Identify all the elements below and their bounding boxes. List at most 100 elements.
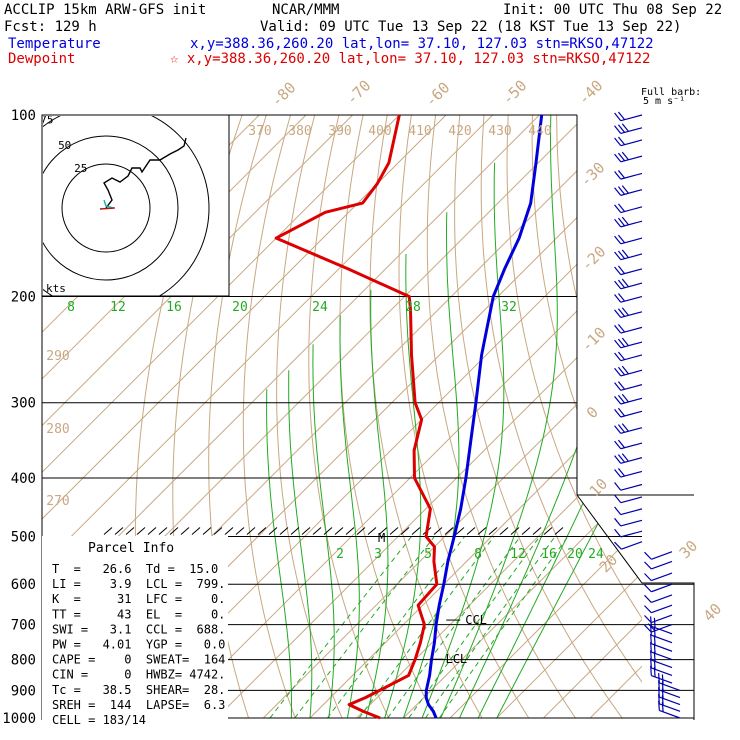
dry-adiabat-line xyxy=(454,115,623,719)
wind-barb xyxy=(644,551,673,560)
tropopause-hatch-mark xyxy=(455,527,465,535)
hodograph-ring xyxy=(43,116,210,296)
tropopause-hatch-mark xyxy=(543,527,553,535)
wind-barb-staff xyxy=(651,572,673,582)
wind-barb xyxy=(614,351,643,362)
dewpoint-profile-line xyxy=(274,115,439,720)
wind-barb xyxy=(614,323,643,334)
wind-barb-feather xyxy=(644,573,652,582)
wind-barb-feather xyxy=(621,307,629,316)
mixing-ratio-label: 16 xyxy=(166,300,182,315)
parcel-info-row: CELL = 183/14 xyxy=(52,713,146,727)
mixing-ratio-line xyxy=(294,536,435,719)
wind-barb-feather xyxy=(621,151,629,161)
hodograph-ring-label: 25 xyxy=(74,162,87,175)
tropopause-hatch-mark xyxy=(213,527,223,535)
pressure-tick-label: 1000 xyxy=(2,711,36,727)
wind-barb-feather xyxy=(644,624,652,633)
mixing-ratio-label: 5 xyxy=(424,547,432,562)
wind-barb-feather xyxy=(644,615,652,624)
tropopause-hatch-mark xyxy=(312,527,322,535)
moist-adiabat-line xyxy=(266,389,292,719)
pressure-tick-label: 700 xyxy=(11,618,36,634)
valid-time: Valid: 09 UTC Tue 13 Sep 22 (18 KST Tue … xyxy=(260,19,681,35)
wind-barb-feather xyxy=(617,152,626,162)
ccl-marker-label: CCL xyxy=(465,613,487,627)
dry-adiabat-line xyxy=(398,115,530,719)
tropopause-hatch-mark xyxy=(400,527,410,535)
isotherm-line xyxy=(496,520,694,719)
mixing-ratio-label: 3 xyxy=(374,547,382,562)
moist-adiabat-line xyxy=(339,315,360,719)
wind-barb-feather xyxy=(614,235,622,245)
wind-barb xyxy=(644,560,673,570)
wind-barb-feather xyxy=(617,454,626,463)
parcel-info-row: LI = 3.9 LCL = 799. xyxy=(52,577,225,591)
tropopause-hatch-mark xyxy=(334,527,344,535)
tropopause-hatch-mark xyxy=(488,527,498,535)
wind-barb-feather xyxy=(621,393,629,403)
wind-barb-feather xyxy=(614,171,622,180)
hodograph-trace xyxy=(103,137,187,209)
hodograph-storm-motion xyxy=(99,207,116,210)
mixing-ratio-line xyxy=(425,536,556,719)
wind-barb-feather xyxy=(621,278,629,288)
wind-barb-feather xyxy=(614,517,622,527)
isotherm-line xyxy=(216,239,694,719)
parcel-info-row: Tc = 38.5 SHEAR= 28. xyxy=(52,683,225,697)
mixing-ratio-label: 16 xyxy=(541,547,557,562)
wind-barb xyxy=(614,528,643,538)
tropopause-hatch-mark xyxy=(103,527,113,535)
tropopause-hatch-mark xyxy=(136,527,146,535)
hodograph-ring-label: 50 xyxy=(58,139,71,152)
wind-barb-feather xyxy=(617,468,626,477)
parcel-info-row: SWI = 3.1 CCL = 688. xyxy=(52,622,225,636)
pressure-tick-label: 900 xyxy=(11,683,36,699)
mixing-ratio-label: 12 xyxy=(110,300,126,315)
wind-barb-feather xyxy=(621,123,629,132)
wind-barb-feather xyxy=(614,408,622,418)
theta-label: 410 xyxy=(408,124,431,139)
wind-barb-feather xyxy=(661,701,664,712)
wind-barb-feather xyxy=(614,469,622,478)
tropopause-hatch-mark xyxy=(389,527,399,535)
wind-barb-feather xyxy=(658,700,660,711)
wind-barb-feather xyxy=(617,351,626,360)
wind-barb-feather xyxy=(617,250,626,259)
tropopause-hatch-mark xyxy=(301,527,311,535)
wind-barb-feather xyxy=(614,251,622,261)
tropopause-hatch-mark xyxy=(246,527,256,535)
pressure-tick-label: 800 xyxy=(11,653,36,669)
dry-adiabat-line xyxy=(480,115,670,719)
mixing-ratio-label: 20 xyxy=(232,300,248,315)
init-time: Init: 00 UTC Thu 08 Sep 22 xyxy=(503,2,722,18)
wind-barb-feather xyxy=(614,440,622,450)
theta-label: 400 xyxy=(368,124,391,139)
wind-barb xyxy=(614,170,643,180)
isotherm-line xyxy=(403,426,694,719)
mixing-ratio-line xyxy=(438,536,569,719)
isotherm-label: -80 xyxy=(268,79,300,111)
wind-barb-feather xyxy=(617,170,626,179)
hodograph-unit-label: kts xyxy=(46,282,66,295)
wind-barb xyxy=(614,541,643,550)
parcel-info-row: PW = 4.01 YGP = 0.0 xyxy=(52,638,225,652)
wind-barb-feather xyxy=(617,111,626,121)
wind-barb-feather xyxy=(617,407,626,417)
wind-barb xyxy=(614,123,643,135)
wind-barb xyxy=(614,365,643,377)
wind-barb xyxy=(614,234,643,245)
theta-label: 440 xyxy=(528,124,551,139)
wind-barb-staff xyxy=(651,604,673,614)
tropopause-hatch-mark xyxy=(444,527,454,535)
wind-barb-feather xyxy=(614,395,622,405)
tropopause-hatch-mark xyxy=(466,527,476,535)
wind-barb-feather xyxy=(653,667,656,677)
pressure-tick-label: 500 xyxy=(11,529,36,545)
wind-barb xyxy=(614,381,643,391)
isotherm-line xyxy=(449,473,694,719)
wind-barb xyxy=(614,517,643,527)
wind-barb xyxy=(614,439,643,450)
dry-adiabat-line xyxy=(702,115,740,718)
